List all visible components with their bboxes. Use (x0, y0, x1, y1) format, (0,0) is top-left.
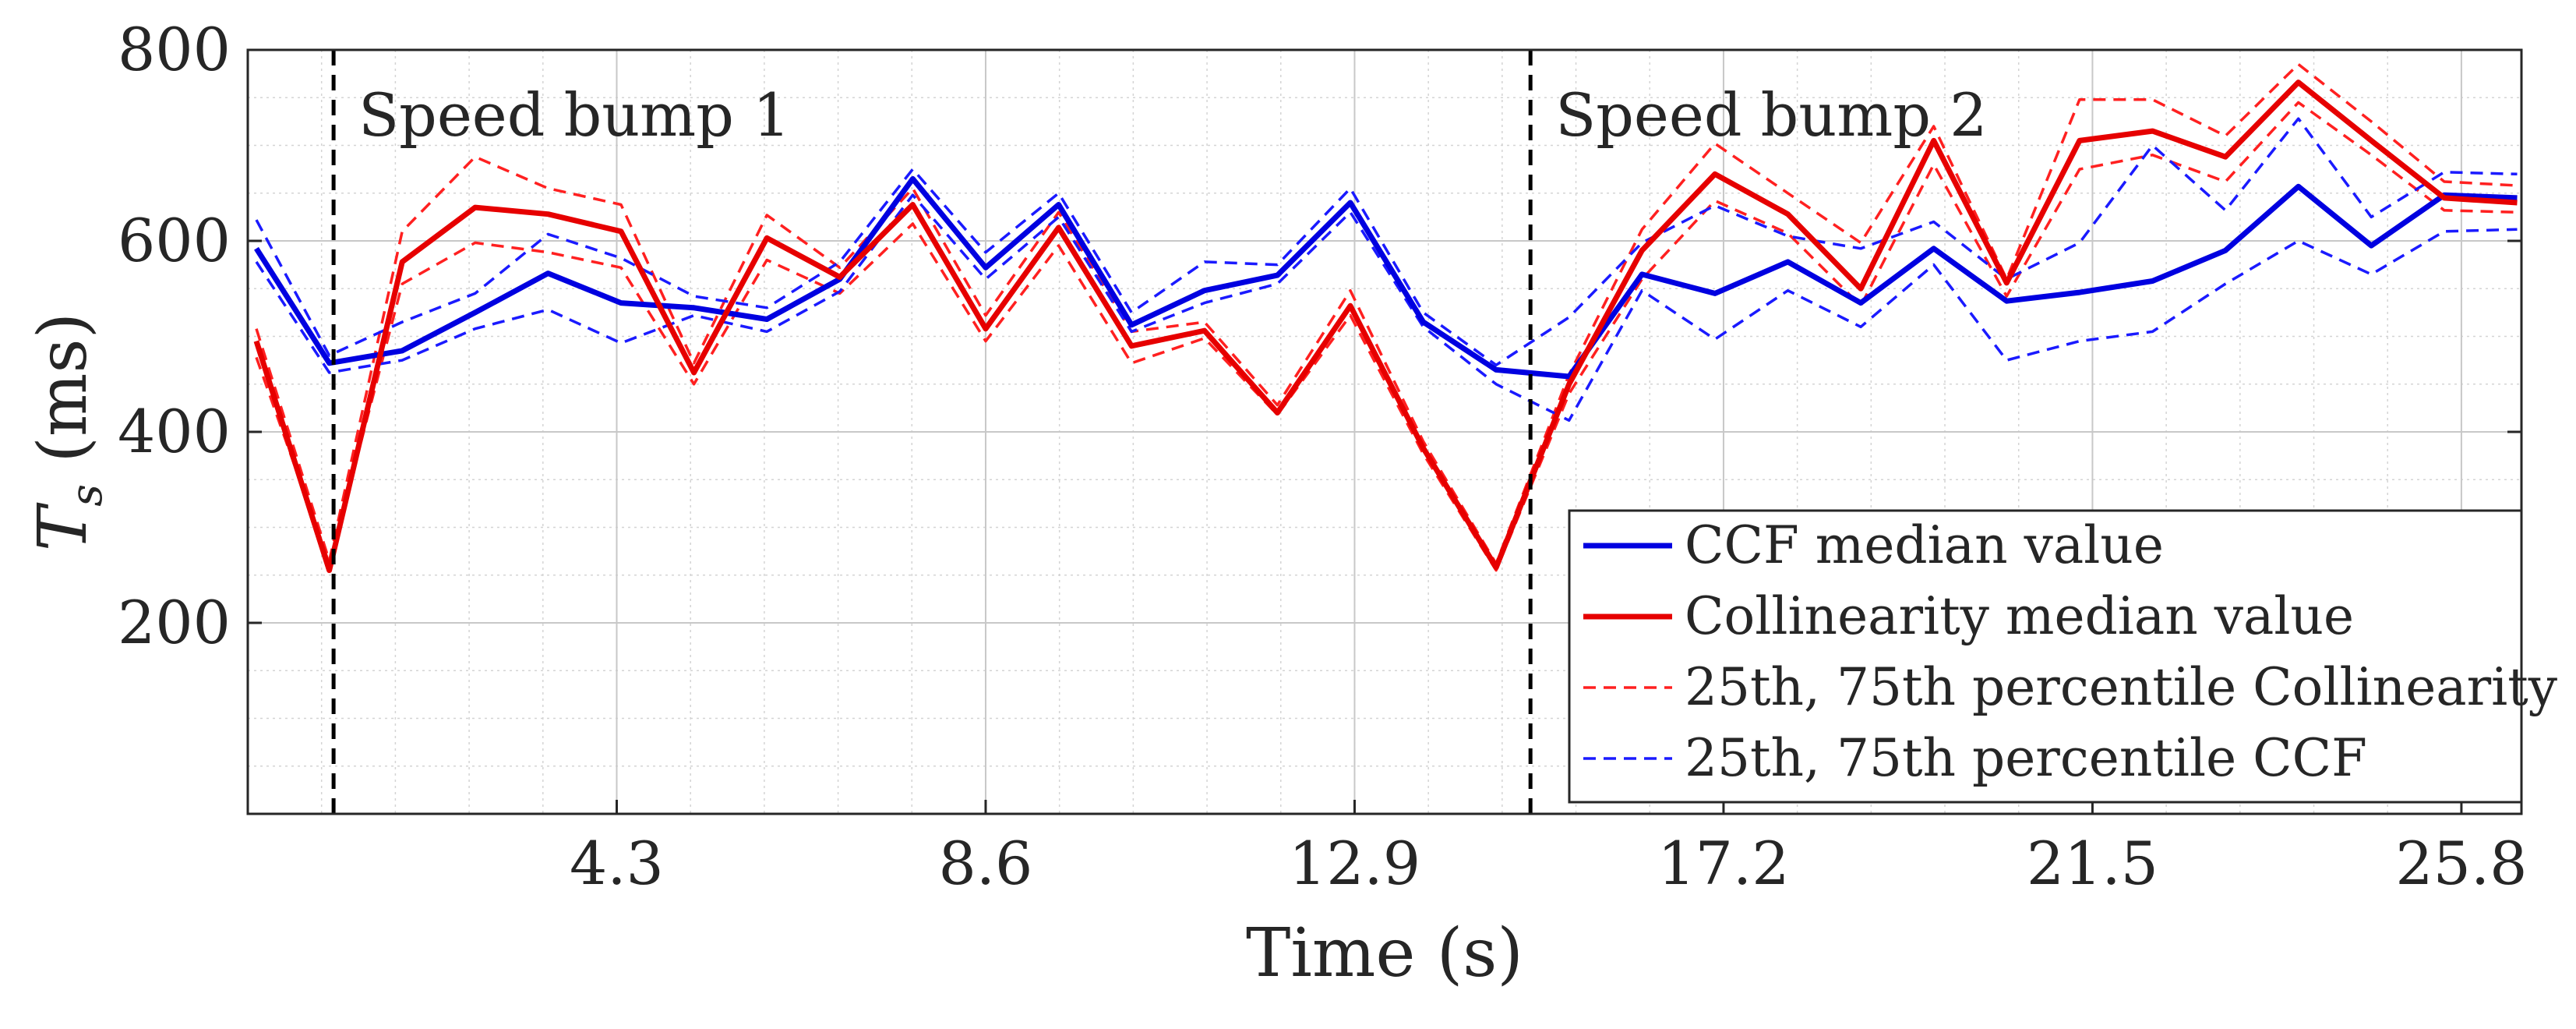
tick-layer: 4.3 8.6 12.9 17.2 21.5 25.8 200 400 600 800 (118, 15, 2528, 898)
y-tick-label: 200 (118, 588, 231, 657)
legend-label-2: Collinearity median value (1685, 586, 2354, 646)
speed-bump-label-2: Speed bump 2 (1555, 80, 1987, 150)
x-tick-label: 17.2 (1657, 829, 1789, 898)
x-axis-label: Time (s) (1246, 914, 1523, 992)
legend: CCF median value Collinearity median valu… (1568, 509, 2558, 804)
legend-label-4: 25th, 75th percentile CCF (1685, 728, 2367, 788)
y-axis-label: Ts (ms) (24, 313, 112, 551)
y-axis-label-subscript: s (62, 484, 112, 507)
speed-bump-label-1: Speed bump 1 (358, 80, 790, 150)
series-line-25th-percentile-ccf (255, 193, 2518, 423)
y-tick-label: 400 (118, 397, 231, 466)
x-tick-label: 21.5 (2027, 829, 2158, 898)
legend-box (1568, 509, 2523, 804)
series-line-ccf-median-value (254, 175, 2518, 380)
x-tick-label: 25.8 (2395, 829, 2527, 898)
series-layer (253, 62, 2518, 574)
legend-label-3: 25th, 75th percentile Collinearity (1685, 657, 2558, 717)
legend-label-1: CCF median value (1685, 515, 2164, 575)
x-tick-label: 4.3 (570, 829, 664, 898)
x-tick-label: 12.9 (1289, 829, 1420, 898)
series-line-collinearity-median-value (253, 80, 2518, 574)
series-line-75th-percentile-collinearity (255, 62, 2518, 565)
y-axis-label-units: (ms) (24, 313, 102, 484)
series-line-25th-percentile-collinearity (255, 101, 2518, 572)
x-tick-label: 8.6 (939, 829, 1033, 898)
series-line-75th-percentile-ccf (255, 117, 2518, 367)
marker-layer: Speed bump 1 Speed bump 2 (331, 50, 1988, 814)
y-axis-label-main: T (24, 502, 102, 551)
y-tick-label: 800 (118, 15, 231, 84)
y-tick-label: 600 (118, 206, 231, 275)
